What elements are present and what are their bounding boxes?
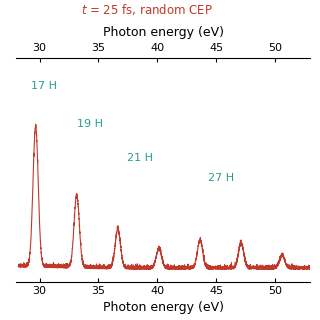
Text: 27 H: 27 H	[208, 173, 234, 183]
X-axis label: Photon energy (eV): Photon energy (eV)	[103, 26, 224, 39]
Text: 19 H: 19 H	[77, 119, 103, 129]
Text: 21 H: 21 H	[127, 153, 153, 163]
Text: $t$ = 25 fs, random CEP: $t$ = 25 fs, random CEP	[81, 2, 213, 17]
X-axis label: Photon energy (eV): Photon energy (eV)	[103, 300, 224, 314]
Text: 17 H: 17 H	[31, 81, 57, 91]
